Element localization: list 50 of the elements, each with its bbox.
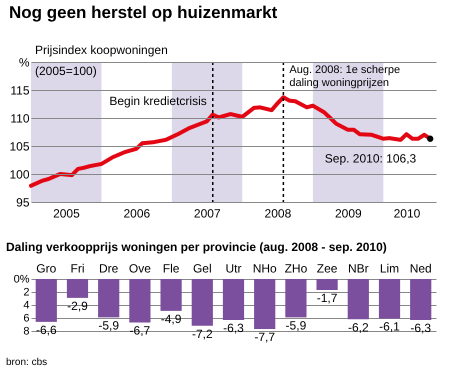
x-tick-label: Fri	[70, 262, 84, 276]
x-tick-label: Fle	[162, 262, 180, 276]
x-tick-label: Zee	[316, 262, 338, 276]
ref-line-label: Aug. 2008: 1e scherpe daling woningprijzen	[289, 64, 400, 89]
chart-title: Daling verkoopprijs woningen per provincie (aug. 2008 - sep. 2010)	[6, 240, 387, 254]
x-tick-label: 2005	[53, 206, 80, 220]
data-label: -7,7	[254, 330, 276, 344]
data-label: -5,9	[286, 318, 307, 332]
annotation: Sep. 2010: 106,3	[324, 152, 417, 166]
y-tick-label: 110	[10, 112, 30, 126]
data-label: -7,2	[192, 326, 213, 341]
y-tick-label: 115	[10, 84, 30, 98]
x-tick-label: NHo	[252, 262, 278, 276]
x-tick-label: Ned	[410, 262, 432, 276]
x-tick-label: Lim	[380, 262, 400, 276]
y-tick-label: 2	[23, 286, 30, 298]
data-label: -6,2	[348, 320, 369, 334]
data-label: -6,3	[223, 320, 244, 335]
data-label: -2,9	[67, 298, 88, 313]
text: bron: cbs	[6, 357, 48, 368]
data-label: -6,1	[379, 320, 400, 334]
x-tick-label: Dre	[99, 262, 119, 276]
y-tick-label: 95	[16, 196, 30, 210]
x-tick-label: Gro	[36, 262, 57, 276]
x-tick-label: 2008	[264, 206, 292, 220]
y-tick-label: 4	[23, 300, 30, 312]
y-tick-label: 100	[9, 168, 30, 182]
y-tick-label: 6	[23, 312, 30, 324]
chart-title: Nog geen herstel op huizenmarkt	[8, 3, 278, 22]
data-label: -6,6	[36, 322, 57, 337]
x-tick-label: Ove	[128, 262, 152, 276]
data-label: -1,7	[316, 291, 338, 306]
y-tick-label: 0%	[14, 274, 30, 286]
x-tick-label: Gel	[192, 262, 212, 276]
x-tick-label: Utr	[226, 262, 242, 276]
x-tick-label: 2010	[394, 206, 421, 220]
x-tick-label: 2007	[194, 206, 221, 220]
x-tick-label: 2006	[124, 206, 151, 220]
data-label: -5,9	[98, 318, 120, 332]
data-label: -6,7	[130, 324, 151, 338]
ref-line-label: Begin kredietcrisis	[109, 94, 207, 108]
x-tick-label: 2009	[334, 206, 362, 220]
y-tick-label: 105	[9, 140, 30, 154]
data-label: -4,9	[160, 312, 182, 326]
x-tick-label: NBr	[348, 262, 369, 276]
x-tick-label: ZHo	[284, 262, 308, 276]
y-axis-title: Prijsindex koopwoningen (2005=100)	[35, 43, 168, 78]
data-label: -6,3	[410, 320, 432, 335]
y-tick-label: 8	[23, 326, 30, 338]
y-tick-label: %	[18, 56, 30, 70]
